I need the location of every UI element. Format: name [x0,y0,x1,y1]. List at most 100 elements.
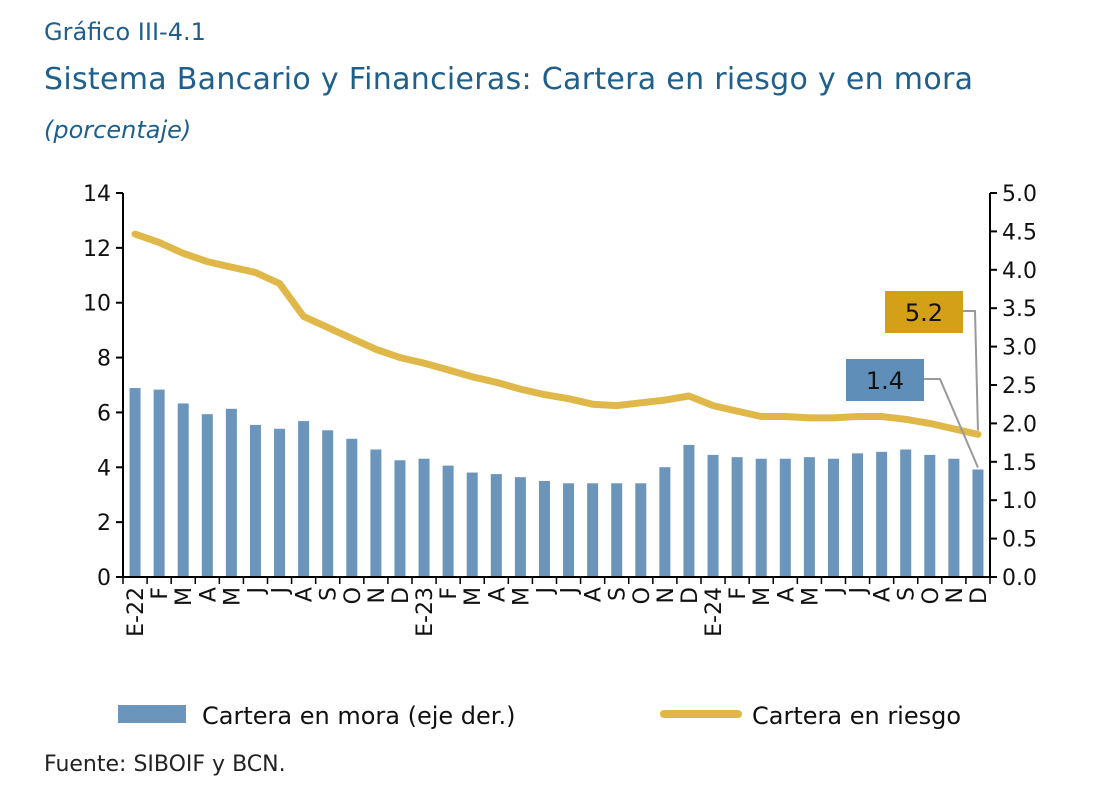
x-tick-label: N [654,587,679,603]
bar [177,403,189,577]
x-tick-label: N [943,587,968,603]
x-tick-label: D [967,587,992,604]
right-tick-label: 5.0 [1002,182,1037,207]
x-tick-label: M [509,587,534,606]
bar [755,458,767,577]
figure-label: Gráfico III-4.1 [44,18,206,46]
x-tick-label: D [389,587,414,604]
x-tick-label: A [582,587,607,602]
bar [153,389,165,577]
bar [442,465,454,577]
x-tick-label: A [774,587,799,602]
bar [731,457,743,577]
x-tick-label: J [558,587,583,596]
legend-line-label: Cartera en riesgo [752,702,961,730]
left-tick-label: 4 [97,456,111,481]
x-tick-label: J [269,587,294,596]
bar [876,451,888,577]
callout-line-value: 5.2 [905,299,943,327]
bar [611,483,623,577]
legend-bar-swatch [118,705,186,723]
callout-bar-leader [924,378,979,468]
callout-line-leader [963,310,979,431]
left-tick-label: 2 [97,511,111,536]
bar [900,449,912,577]
bar [490,474,502,577]
bar [803,457,815,577]
left-tick-label: 6 [97,401,111,426]
x-tick-label: A [196,587,221,602]
x-tick-label: M [798,587,823,606]
x-tick-label: O [630,587,655,604]
bar [827,458,839,577]
bar [249,424,261,577]
x-tick-label: F [437,587,462,600]
x-tick-label: E-23 [413,587,438,637]
chart-title: Sistema Bancario y Financieras: Cartera … [44,62,974,97]
bar [948,458,960,577]
bar [346,438,358,577]
line-series-cartera-en-riesgo [131,230,982,438]
right-tick-label: 3.0 [1002,336,1037,361]
x-tick-label: J [822,587,847,596]
bar [587,483,599,577]
source-note: Fuente: SIBOIF y BCN. [44,752,286,777]
bar [779,458,791,577]
bar [563,483,575,577]
x-tick-label: E-22 [124,587,149,637]
left-tick-label: 0 [97,566,111,591]
bar [924,454,936,577]
callout-bar-box [846,359,924,401]
x-tick-label: O [919,587,944,604]
x-tick-label: A [871,587,896,602]
x-tick-label: A [485,587,510,602]
right-tick-label: 3.5 [1002,297,1037,322]
x-tick-label: S [317,587,342,601]
bar [201,414,213,577]
bar [394,460,406,577]
x-tick-label: J [847,587,872,596]
x-tick-label: J [533,587,558,596]
bar [370,449,382,577]
x-tick-label: M [750,587,775,606]
right-tick-label: 4.0 [1002,259,1037,284]
bar [466,472,478,577]
left-tick-label: 8 [97,347,111,372]
callout-bar-value: 1.4 [866,367,904,395]
x-tick-label: A [293,587,318,602]
right-tick-label: 1.5 [1002,451,1037,476]
right-tick-label: 4.5 [1002,220,1037,245]
x-tick-label: M [220,587,245,606]
right-tick-label: 2.0 [1002,412,1037,437]
x-tick-label: N [365,587,390,603]
callout-line-box [885,291,963,333]
chart-subtitle: (porcentaje) [44,116,192,144]
x-tick-label: S [606,587,631,601]
x-tick-label: M [172,587,197,606]
bar [707,454,719,577]
right-tick-label: 0.0 [1002,566,1037,591]
bar [635,483,647,577]
x-tick-label: F [726,587,751,600]
x-tick-label: O [341,587,366,604]
x-tick-label: D [678,587,703,604]
bar [225,408,237,577]
bar [972,469,984,577]
left-tick-label: 10 [83,292,111,317]
right-tick-label: 0.5 [1002,528,1037,553]
bar [322,430,334,577]
x-tick-label: E-24 [702,587,727,637]
bar [683,444,695,577]
left-tick-label: 12 [83,237,111,262]
bar [514,477,526,577]
bar [274,428,286,577]
right-tick-label: 1.0 [1002,489,1037,514]
bar [852,453,864,577]
x-tick-label: J [244,587,269,596]
bar [659,467,671,577]
x-tick-label: M [461,587,486,606]
bar [298,421,310,577]
legend-bar-label: Cartera en mora (eje der.) [202,702,515,730]
bar [418,458,430,577]
